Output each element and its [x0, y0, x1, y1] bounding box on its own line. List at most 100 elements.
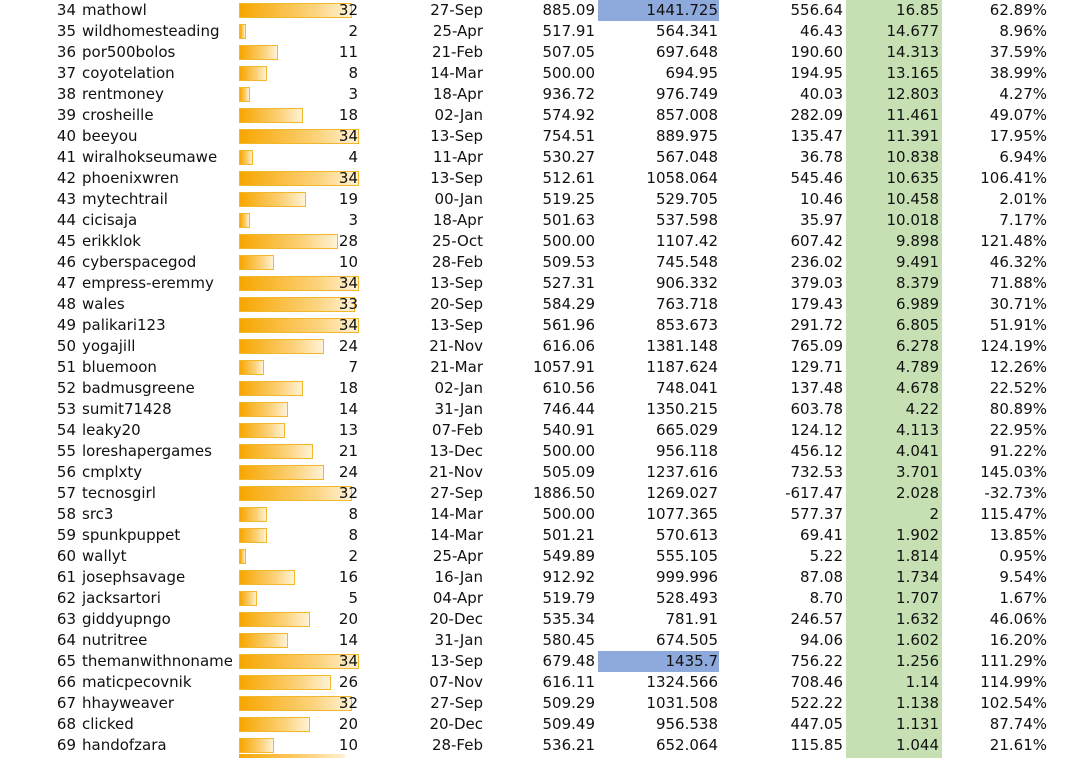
rank-cell[interactable]: 51 [56, 358, 76, 376]
value-cell[interactable]: 519.25 [542, 190, 596, 208]
percent-cell[interactable]: 7.17% [999, 211, 1047, 229]
difference-cell[interactable]: 236.02 [790, 253, 844, 271]
count-cell[interactable]: 8 [348, 526, 358, 544]
difference-cell[interactable]: 190.60 [790, 43, 844, 61]
table-row[interactable]: 46 cyberspacegod 10 28-Feb 509.53 745.548 236.… [0, 252, 1074, 273]
username-cell[interactable]: maticpecovnik [82, 673, 192, 691]
difference-cell[interactable]: 603.78 [790, 400, 844, 418]
table-row[interactable]: 68 clicked 20 20-Dec 509.49 956.538 447.05 1.13… [0, 714, 1074, 735]
percent-cell[interactable]: 30.71% [989, 295, 1047, 313]
date-cell[interactable]: 25-Oct [432, 232, 483, 250]
rank-cell[interactable]: 68 [56, 715, 76, 733]
value-cell[interactable]: 536.21 [542, 736, 596, 754]
rank-cell[interactable]: 38 [56, 85, 76, 103]
username-cell[interactable]: cicisaja [82, 211, 138, 229]
count-cell[interactable]: 13 [338, 421, 358, 439]
value-cell[interactable]: 509.29 [542, 694, 596, 712]
username-cell[interactable]: hhayweaver [82, 694, 175, 712]
count-cell[interactable]: 32 [338, 484, 358, 502]
table-row[interactable]: 56 cmplxty 24 21-Nov 505.09 1237.616 732.53 3.7… [0, 462, 1074, 483]
value-cell[interactable]: 616.11 [542, 673, 596, 691]
username-cell[interactable]: josephsavage [82, 568, 186, 586]
count-cell[interactable]: 34 [338, 652, 358, 670]
date-cell[interactable]: 20-Dec [429, 610, 483, 628]
username-cell[interactable]: rentmoney [82, 85, 164, 103]
percent-cell[interactable]: 8.96% [999, 22, 1047, 40]
username-cell[interactable]: tecnosgirl [82, 484, 156, 502]
username-cell[interactable]: mytechtrail [82, 190, 168, 208]
value-cell[interactable]: 1350.215 [646, 400, 718, 418]
value-cell[interactable]: 535.34 [542, 610, 596, 628]
date-cell[interactable]: 07-Feb [431, 421, 483, 439]
value-cell[interactable]: 500.00 [542, 232, 596, 250]
table-row[interactable]: 43 mytechtrail 19 00-Jan 519.25 529.705 10.46 1… [0, 189, 1074, 210]
difference-cell[interactable]: 135.47 [790, 127, 844, 145]
username-cell[interactable]: empress-eremmy [82, 274, 214, 292]
percent-cell[interactable]: 115.47% [980, 505, 1047, 523]
table-row[interactable]: 47 empress-eremmy 34 13-Sep 527.31 906.332 379… [0, 273, 1074, 294]
value-cell[interactable]: 694.95 [665, 64, 719, 82]
value-cell[interactable]: 748.041 [655, 379, 718, 397]
difference-cell[interactable]: 35.97 [800, 211, 843, 229]
difference-cell[interactable]: 40.03 [800, 85, 843, 103]
score-cell[interactable]: 4.041 [846, 441, 942, 462]
rank-cell[interactable]: 46 [56, 253, 76, 271]
count-cell[interactable]: 14 [338, 400, 358, 418]
value-cell[interactable]: 763.718 [655, 295, 718, 313]
table-row[interactable]: 48 wales 33 20-Sep 584.29 763.718 179.43 6.989 3… [0, 294, 1074, 315]
difference-cell[interactable]: 137.48 [790, 379, 844, 397]
score-cell[interactable]: 6.805 [846, 315, 942, 336]
rank-cell[interactable]: 40 [56, 127, 76, 145]
count-cell[interactable]: 18 [338, 379, 358, 397]
date-cell[interactable]: 02-Jan [434, 379, 483, 397]
table-row[interactable]: 52 badmusgreene 18 02-Jan 610.56 748.041 137.4… [0, 378, 1074, 399]
value-cell[interactable]: 567.048 [655, 148, 718, 166]
value-cell[interactable]: 501.21 [542, 526, 596, 544]
difference-cell[interactable]: 522.22 [790, 694, 844, 712]
score-cell[interactable]: 9.491 [846, 252, 942, 273]
percent-cell[interactable]: 102.54% [980, 694, 1047, 712]
username-cell[interactable]: nutritree [82, 631, 148, 649]
value-cell[interactable]: 936.72 [542, 85, 596, 103]
difference-cell[interactable]: 115.85 [790, 736, 844, 754]
value-cell[interactable]: 509.49 [542, 715, 596, 733]
percent-cell[interactable]: 17.95% [989, 127, 1047, 145]
count-cell[interactable]: 5 [348, 589, 358, 607]
rank-cell[interactable]: 65 [56, 652, 76, 670]
username-cell[interactable]: giddyupngo [82, 610, 171, 628]
count-cell[interactable]: 24 [338, 337, 358, 355]
table-row[interactable]: 57 tecnosgirl 32 27-Sep 1886.50 1269.027 -617.… [0, 483, 1074, 504]
difference-cell[interactable]: 8.70 [809, 589, 843, 607]
date-cell[interactable]: 27-Sep [430, 694, 483, 712]
count-cell[interactable]: 10 [338, 736, 358, 754]
username-cell[interactable]: themanwithnoname [82, 652, 232, 670]
count-cell[interactable]: 8 [348, 64, 358, 82]
count-cell[interactable]: 3 [348, 211, 358, 229]
username-cell[interactable]: crosheille [82, 106, 154, 124]
table-row[interactable]: 34 mathowl 32 27-Sep 885.09 1441.725 556.64 16.… [0, 0, 1074, 21]
table-row[interactable]: 62 jacksartori 5 04-Apr 519.79 528.493 8.70 1.7… [0, 588, 1074, 609]
score-cell[interactable]: 1.734 [846, 567, 942, 588]
date-cell[interactable]: 13-Sep [430, 652, 483, 670]
value-cell[interactable]: 1077.365 [646, 505, 718, 523]
score-cell[interactable]: 1.256 [846, 651, 942, 672]
score-cell[interactable]: 1.14 [846, 672, 942, 693]
value-cell[interactable]: 697.648 [655, 43, 718, 61]
table-row[interactable]: 64 nutritree 14 31-Jan 580.45 674.505 94.06 1.6… [0, 630, 1074, 651]
percent-cell[interactable]: 38.99% [989, 64, 1047, 82]
count-cell[interactable]: 7 [348, 358, 358, 376]
value-cell[interactable]: 555.105 [655, 547, 718, 565]
date-cell[interactable]: 18-Apr [432, 211, 483, 229]
username-cell[interactable]: spunkpuppet [82, 526, 181, 544]
percent-cell[interactable]: 37.59% [989, 43, 1047, 61]
date-cell[interactable]: 13-Sep [430, 274, 483, 292]
percent-cell[interactable]: 91.22% [989, 442, 1047, 460]
username-cell[interactable]: phoenixwren [82, 169, 179, 187]
username-cell[interactable]: sumit71428 [82, 400, 172, 418]
rank-cell[interactable]: 44 [56, 211, 76, 229]
value-cell[interactable]: 616.06 [542, 337, 596, 355]
rank-cell[interactable]: 41 [56, 148, 76, 166]
value-cell[interactable]: 549.89 [542, 547, 596, 565]
difference-cell[interactable]: 577.37 [790, 505, 844, 523]
percent-cell[interactable]: 6.94% [999, 148, 1047, 166]
